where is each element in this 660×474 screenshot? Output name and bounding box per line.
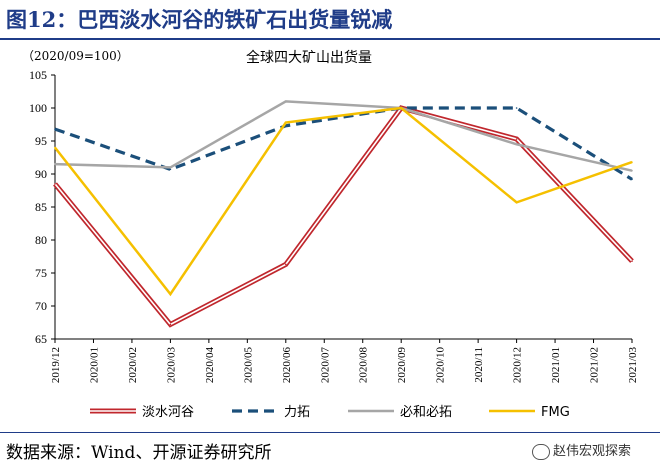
y-tick-label: 75 <box>35 266 47 280</box>
y-tick-label: 100 <box>29 101 47 115</box>
x-tick-label: 2020/01 <box>88 347 100 383</box>
x-tick-label: 2020/08 <box>358 347 370 384</box>
x-tick-label: 2020/10 <box>435 347 447 384</box>
data-point <box>169 293 172 295</box>
x-tick-label: 2019/12 <box>50 347 62 383</box>
data-point <box>631 260 633 262</box>
source-note: 数据来源：Wind、开源证券研究所 <box>6 443 272 463</box>
figure-title: 图12：巴西淡水河谷的铁矿石出货量锐减 <box>6 7 393 32</box>
legend-label-力拓: 力拓 <box>284 405 310 420</box>
y-tick-label: 65 <box>35 332 47 346</box>
y-tick-label: 80 <box>35 233 47 247</box>
x-tick-label: 2020/12 <box>512 347 524 383</box>
legend-label-必和必拓: 必和必拓 <box>400 405 452 420</box>
x-tick-label: 2021/03 <box>627 347 639 384</box>
data-point <box>285 263 287 266</box>
x-tick-label: 2020/09 <box>396 347 408 384</box>
data-point <box>515 138 518 140</box>
watermark-text: 赵伟宏观探索 <box>553 444 632 459</box>
chart-axes: 65 70 75 80 85 90 95 100 105 2019/12 2020/01 2020/0… <box>29 68 639 383</box>
data-point <box>54 128 56 130</box>
chart-series <box>53 100 634 328</box>
data-point <box>631 169 633 172</box>
y-tick-label: 85 <box>35 200 47 214</box>
data-point <box>515 107 518 109</box>
x-tick-label: 2020/04 <box>204 347 216 384</box>
y-tick-label: 95 <box>35 134 47 148</box>
data-point <box>400 107 403 109</box>
data-point <box>169 166 172 169</box>
data-point <box>54 146 56 149</box>
data-point <box>169 168 172 171</box>
data-point <box>285 125 287 127</box>
y-tick-label: 90 <box>35 167 47 181</box>
footer-divider <box>0 432 660 433</box>
data-point <box>54 183 56 185</box>
data-point <box>631 178 633 181</box>
series-line-必和必拓 <box>54 100 633 172</box>
y-tick-label: 70 <box>35 299 47 313</box>
data-point <box>631 161 633 163</box>
wechat-icon <box>532 443 550 460</box>
x-tick-label: 2020/02 <box>127 347 139 383</box>
x-tick-label: 2020/06 <box>281 347 293 384</box>
data-point <box>515 201 518 204</box>
series-line-力拓 <box>54 106 633 181</box>
x-tick-label: 2021/01 <box>550 347 562 383</box>
series-line-FMG <box>54 106 633 297</box>
watermark: 赵伟宏观探索 <box>532 440 631 460</box>
data-point <box>285 121 287 124</box>
x-tick-label: 2020/03 <box>165 347 177 384</box>
title-divider <box>0 38 660 40</box>
unit-note: （2020/09=100） <box>22 49 129 63</box>
data-point <box>515 143 518 146</box>
data-point <box>54 163 56 165</box>
chart-title: 全球四大矿山出货量 <box>246 50 372 66</box>
x-tick-label: 2020/05 <box>242 347 254 384</box>
legend-label-FMG: FMG <box>541 405 570 420</box>
x-tick-label: 2021/02 <box>589 347 601 383</box>
series-line-淡水河谷-inner <box>54 107 633 326</box>
legend-label-淡水河谷: 淡水河谷 <box>142 405 194 420</box>
line-chart: 65 70 75 80 85 90 95 100 105 2019/12 2020/01 2020/0… <box>29 68 639 420</box>
x-tick-label: 2020/07 <box>319 347 331 384</box>
y-tick-label: 105 <box>29 68 47 82</box>
data-point <box>285 100 287 103</box>
x-tick-label: 2020/11 <box>473 347 485 383</box>
series-line-淡水河谷 <box>53 105 634 328</box>
chart-legend: 淡水河谷 力拓 必和必拓 FMG <box>90 405 570 420</box>
data-point <box>169 323 172 326</box>
